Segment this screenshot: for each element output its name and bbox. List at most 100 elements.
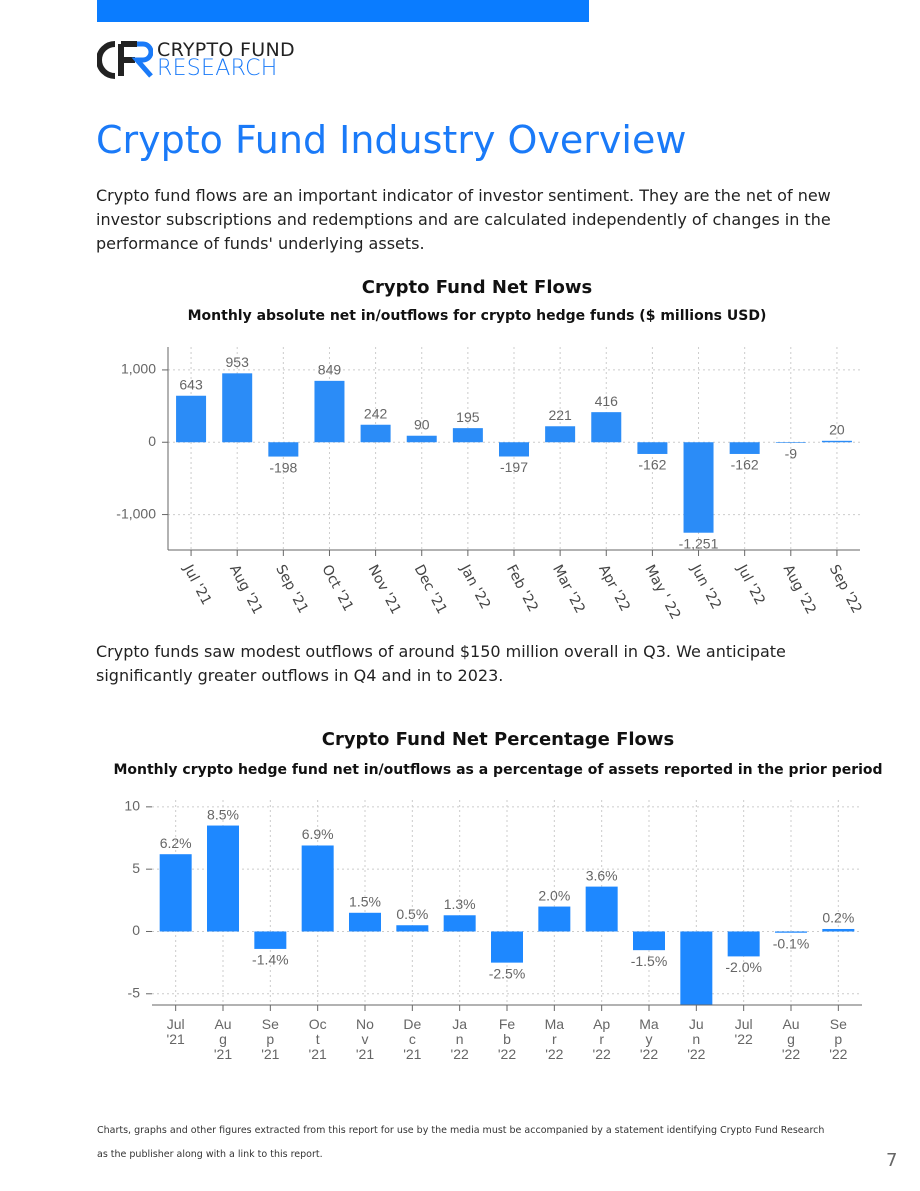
x-tick-label: Ap r '22: [592, 1016, 611, 1062]
value-label: -1.4%: [252, 952, 289, 968]
bar: [207, 825, 239, 932]
x-tick-label: Au g '21: [213, 1016, 233, 1062]
x-tick-label: Apr '22: [595, 562, 633, 614]
x-tick-label: Jul '22: [734, 1016, 753, 1047]
bar: [821, 440, 852, 443]
x-tick-label: Aug '22: [780, 562, 819, 617]
chart: Crypto Fund Net Percentage Flows Monthly …: [0, 720, 920, 1090]
x-tick-label: Ma r '22: [544, 1016, 565, 1062]
x-tick-label: Sep '21: [272, 562, 311, 616]
value-label: 90: [414, 416, 430, 432]
value-label: -2.0%: [725, 959, 762, 975]
x-tick-label: Jul '21: [180, 561, 215, 607]
value-label: -0.1%: [773, 935, 810, 951]
x-tick-label: Jul '21: [166, 1016, 185, 1047]
value-label: 416: [595, 393, 619, 409]
value-label: -1.5%: [631, 953, 668, 969]
value-label: 1.5%: [349, 893, 381, 909]
value-label: 0.5%: [396, 906, 428, 922]
paragraph: Crypto fund flows are an important indic…: [96, 186, 831, 253]
chart-subtitle: Monthly absolute net in/outflows for cry…: [188, 308, 767, 324]
y-tick-label: 5: [132, 860, 140, 876]
x-tick-label: Feb '22: [503, 562, 541, 614]
chart-svg: Crypto Fund Net Percentage Flows Monthly …: [113, 729, 883, 1011]
x-tick-label: Oc t '21: [308, 1016, 327, 1062]
bar: [159, 854, 192, 932]
chart-title: Crypto Fund Net Flows: [362, 277, 592, 298]
value-label: 3.6%: [586, 867, 618, 883]
value-label: 221: [548, 407, 572, 423]
x-tick-label: Dec '21: [411, 562, 450, 617]
value-label: -1,251: [679, 535, 719, 551]
value-label: -162: [731, 457, 759, 473]
bar: [452, 428, 483, 443]
value-label: -198: [269, 459, 297, 475]
page-title: Crypto Fund Industry Overview: [96, 118, 687, 162]
chart: Crypto Fund Net Flows Monthly absolute ne…: [0, 270, 920, 630]
value-label: 849: [318, 362, 342, 378]
value-label: 195: [456, 409, 480, 425]
value-label: -2.5%: [489, 965, 526, 981]
chart-subtitle: Monthly crypto hedge fund net in/outflow…: [113, 762, 882, 778]
bar: [349, 912, 381, 932]
brand-line: CRYPTO FUND: [157, 39, 295, 61]
x-tick-label: Au g '22: [781, 1016, 801, 1062]
bar: [176, 395, 207, 443]
value-label: 6.9%: [302, 826, 334, 842]
bar: [683, 442, 714, 533]
x-tick-label: Ma y '22: [639, 1016, 659, 1062]
bar: [680, 931, 713, 1005]
x-tick-label: Fe b '22: [497, 1016, 517, 1062]
x-tick-label: Ja n '22: [450, 1016, 469, 1062]
value-label: -162: [638, 457, 666, 473]
value-label: 20: [829, 422, 845, 438]
x-tick-label: Nov '21: [365, 562, 404, 617]
bar: [729, 442, 760, 454]
value-label: 953: [226, 354, 250, 370]
x-tick-label: Aug '21: [226, 562, 265, 617]
chart-svg: Crypto Fund Net Flows Monthly absolute ne…: [116, 277, 865, 622]
x-tick-label: De c '21: [403, 1016, 422, 1062]
bar: [499, 442, 529, 457]
x-tick-label: Jun '22: [687, 561, 724, 612]
value-label: 6.2%: [160, 835, 192, 851]
bar: [822, 928, 855, 932]
x-tick-label: Ju n '22: [687, 1016, 706, 1062]
x-tick-label: Jan '22: [456, 561, 493, 612]
bar: [775, 442, 806, 443]
bar: [585, 886, 618, 932]
bar: [637, 442, 668, 454]
bar: [301, 845, 334, 932]
bar: [314, 380, 345, 443]
y-tick-label: 1,000: [121, 361, 156, 377]
x-tick-label: Se p '22: [829, 1016, 848, 1062]
x-tick-label: Se p '21: [261, 1016, 280, 1062]
bar: [396, 925, 429, 932]
bar: [222, 373, 253, 443]
bar: [360, 424, 391, 443]
top-bar: [97, 0, 589, 22]
y-tick-label: 10: [124, 798, 140, 814]
x-tick-label: Sep '22: [826, 562, 865, 616]
bar: [633, 931, 665, 951]
chart-title: Crypto Fund Net Percentage Flows: [322, 729, 675, 750]
x-tick-label: No v '21: [355, 1016, 375, 1062]
bar: [268, 442, 299, 457]
x-tick-label: Jul '22: [733, 561, 768, 607]
bar: [254, 931, 287, 949]
bar: [406, 435, 437, 443]
bar: [538, 906, 571, 932]
value-label: 2.0%: [538, 887, 570, 903]
y-tick-label: 0: [148, 433, 156, 449]
bar: [545, 426, 576, 443]
x-tick-label: Oct '21: [318, 562, 356, 614]
bar: [591, 412, 622, 443]
page-number: 7: [886, 1150, 898, 1171]
logo-mark: [97, 41, 153, 79]
value-label: -9: [785, 446, 798, 462]
bar: [727, 931, 760, 957]
paragraph: Crypto funds saw modest outflows of arou…: [96, 642, 786, 685]
y-tick-label: -1,000: [116, 505, 156, 521]
bar: [443, 915, 476, 932]
